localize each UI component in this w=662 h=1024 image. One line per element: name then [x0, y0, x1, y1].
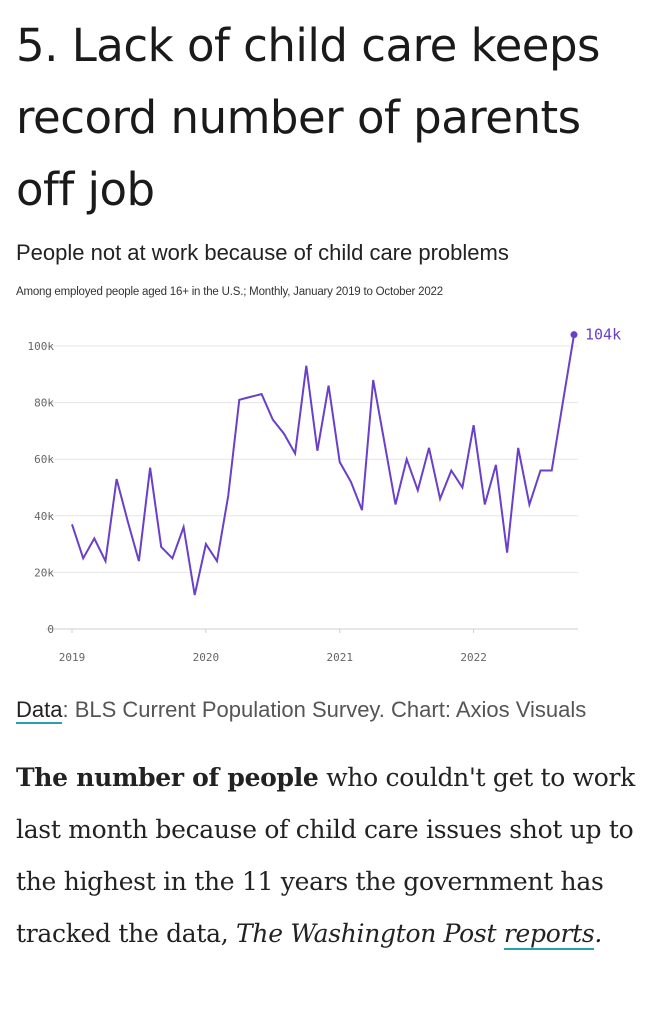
y-tick-label: 80k: [34, 397, 54, 410]
headline: 5. Lack of child care keeps record numbe…: [16, 19, 600, 216]
y-axis-labels: 0 20k 40k 60k 80k 100k: [28, 340, 55, 636]
y-tick-label: 0: [47, 623, 54, 636]
chart-series: 104k: [71, 326, 621, 596]
data-source-link[interactable]: Data: [16, 697, 63, 724]
chart-source: Data: BLS Current Population Survey. Cha…: [16, 697, 656, 724]
line-chart: 0 20k 40k 60k 80k 100k 2019 2020 2021 2022 104k: [28, 326, 622, 664]
source-text: : BLS Current Population Survey. Chart: …: [62, 697, 587, 722]
y-tick-label: 40k: [34, 510, 54, 523]
y-tick-label: 20k: [34, 566, 54, 579]
x-tick-label: 2020: [193, 651, 220, 664]
x-tick-label: 2021: [326, 651, 353, 664]
body-period: .: [594, 919, 603, 948]
body-publication: The Washington Post: [236, 919, 497, 948]
reports-link[interactable]: reports: [503, 919, 595, 950]
x-tick-label: 2019: [59, 651, 86, 664]
x-axis-labels: 2019 2020 2021 2022: [59, 629, 487, 664]
end-point-marker: [570, 331, 578, 339]
body-text: who couldn't get to work last month beca…: [16, 763, 635, 948]
end-value-label: 104k: [585, 326, 621, 344]
article-paragraph: The number of people who couldn't get to…: [16, 752, 652, 960]
chart-title: People not at work because of child care…: [16, 240, 509, 265]
y-tick-label: 60k: [34, 453, 54, 466]
x-tick-label: 2022: [460, 651, 487, 664]
series-line: [71, 334, 575, 596]
body-space: [496, 919, 504, 948]
chart-subtitle: Among employed people aged 16+ in the U.…: [16, 286, 443, 298]
y-tick-label: 100k: [28, 340, 55, 353]
body-bold-lead: The number of people: [16, 763, 319, 792]
